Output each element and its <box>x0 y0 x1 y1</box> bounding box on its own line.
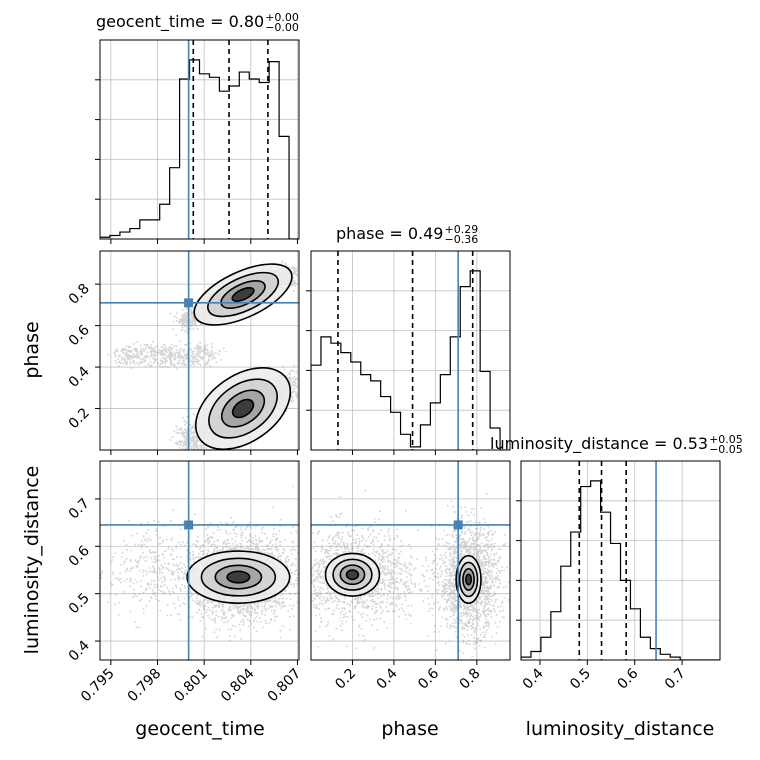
x-axis-label: geocent_time <box>135 718 264 740</box>
density-contour <box>465 573 473 586</box>
axes-frame <box>310 460 511 661</box>
histogram-step <box>311 270 510 450</box>
y-axis-label: luminosity_distance <box>21 466 43 655</box>
truth-marker <box>453 520 463 530</box>
axes-frame <box>99 460 300 661</box>
axes-frame <box>99 39 300 240</box>
title-luminosity-distance-plus: +0.05 <box>709 432 743 446</box>
scatter-panel-phase-luminosity-distance <box>311 461 510 660</box>
x-tick-label: 0.807 <box>265 666 305 706</box>
y-tick-label: 0.5 <box>66 590 93 617</box>
title-phase-param: phase <box>336 224 385 243</box>
truth-marker <box>184 520 194 530</box>
x-tick-label: 0.6 <box>415 665 442 692</box>
title-phase-value: 0.49 <box>407 224 444 243</box>
title-luminosity-distance: luminosity_distance = 0.53 +0.05 −0.05 <box>490 432 743 456</box>
x-tick-label: 0.4 <box>520 665 547 692</box>
title-phase: phase = 0.49 +0.29 −0.36 <box>336 222 479 246</box>
density-contour <box>231 287 255 303</box>
title-geocent-time-minus: −0.00 <box>265 20 299 34</box>
x-tick-label: 0.7 <box>662 666 689 693</box>
axes-frame <box>99 250 300 451</box>
title-geocent-time: geocent_time = 0.80 +0.00 −0.00 <box>96 10 299 34</box>
histogram-step <box>100 59 299 239</box>
x-tick-label: 0.8 <box>457 666 484 693</box>
y-tick-label: 0.4 <box>66 637 93 664</box>
scatter-panel-geocent-time-phase <box>100 251 299 450</box>
y-tick-label: 0.7 <box>66 495 93 522</box>
scatter-points <box>311 489 510 660</box>
histogram-geocent-time <box>100 40 299 239</box>
x-tick-label: 0.804 <box>218 665 258 705</box>
histogram-luminosity-distance <box>521 461 720 660</box>
x-tick-label: 0.798 <box>125 666 165 706</box>
title-luminosity-distance-param: luminosity_distance <box>490 434 649 453</box>
title-phase-plus: +0.29 <box>444 222 479 236</box>
y-axis-label: phase <box>21 321 43 378</box>
x-tick-label: 0.4 <box>374 665 401 692</box>
y-tick-label: 0.6 <box>66 322 93 349</box>
title-geocent-time-param: geocent_time <box>96 12 205 31</box>
title-phase-minus: −0.36 <box>444 232 479 246</box>
x-tick-label: 0.5 <box>567 666 594 693</box>
y-tick-label: 0.2 <box>66 405 93 432</box>
x-tick-label: 0.801 <box>171 666 211 706</box>
x-axis-label: phase <box>381 718 438 740</box>
axes-frame <box>310 250 511 451</box>
x-tick-label: 0.6 <box>614 665 641 692</box>
title-geocent-time-value: 0.80 <box>228 12 265 31</box>
y-tick-label: 0.6 <box>66 543 93 570</box>
y-tick-label: 0.4 <box>66 364 93 391</box>
truth-marker <box>184 298 194 308</box>
axes-frame <box>520 460 721 661</box>
title-luminosity-distance-value: 0.53 <box>672 434 709 453</box>
density-contour <box>226 570 251 584</box>
scatter-panel-geocent-time-luminosity-distance <box>100 461 299 660</box>
histogram-step <box>521 480 720 660</box>
x-axis-label: luminosity_distance <box>526 718 715 740</box>
x-tick-label: 0.795 <box>78 666 118 706</box>
density-contour <box>345 569 360 581</box>
title-luminosity-distance-minus: −0.05 <box>709 442 743 456</box>
y-tick-label: 0.8 <box>66 281 93 308</box>
x-tick-label: 0.2 <box>332 666 359 693</box>
histogram-phase <box>311 251 510 450</box>
density-contour <box>231 398 255 419</box>
title-geocent-time-plus: +0.00 <box>265 10 299 24</box>
